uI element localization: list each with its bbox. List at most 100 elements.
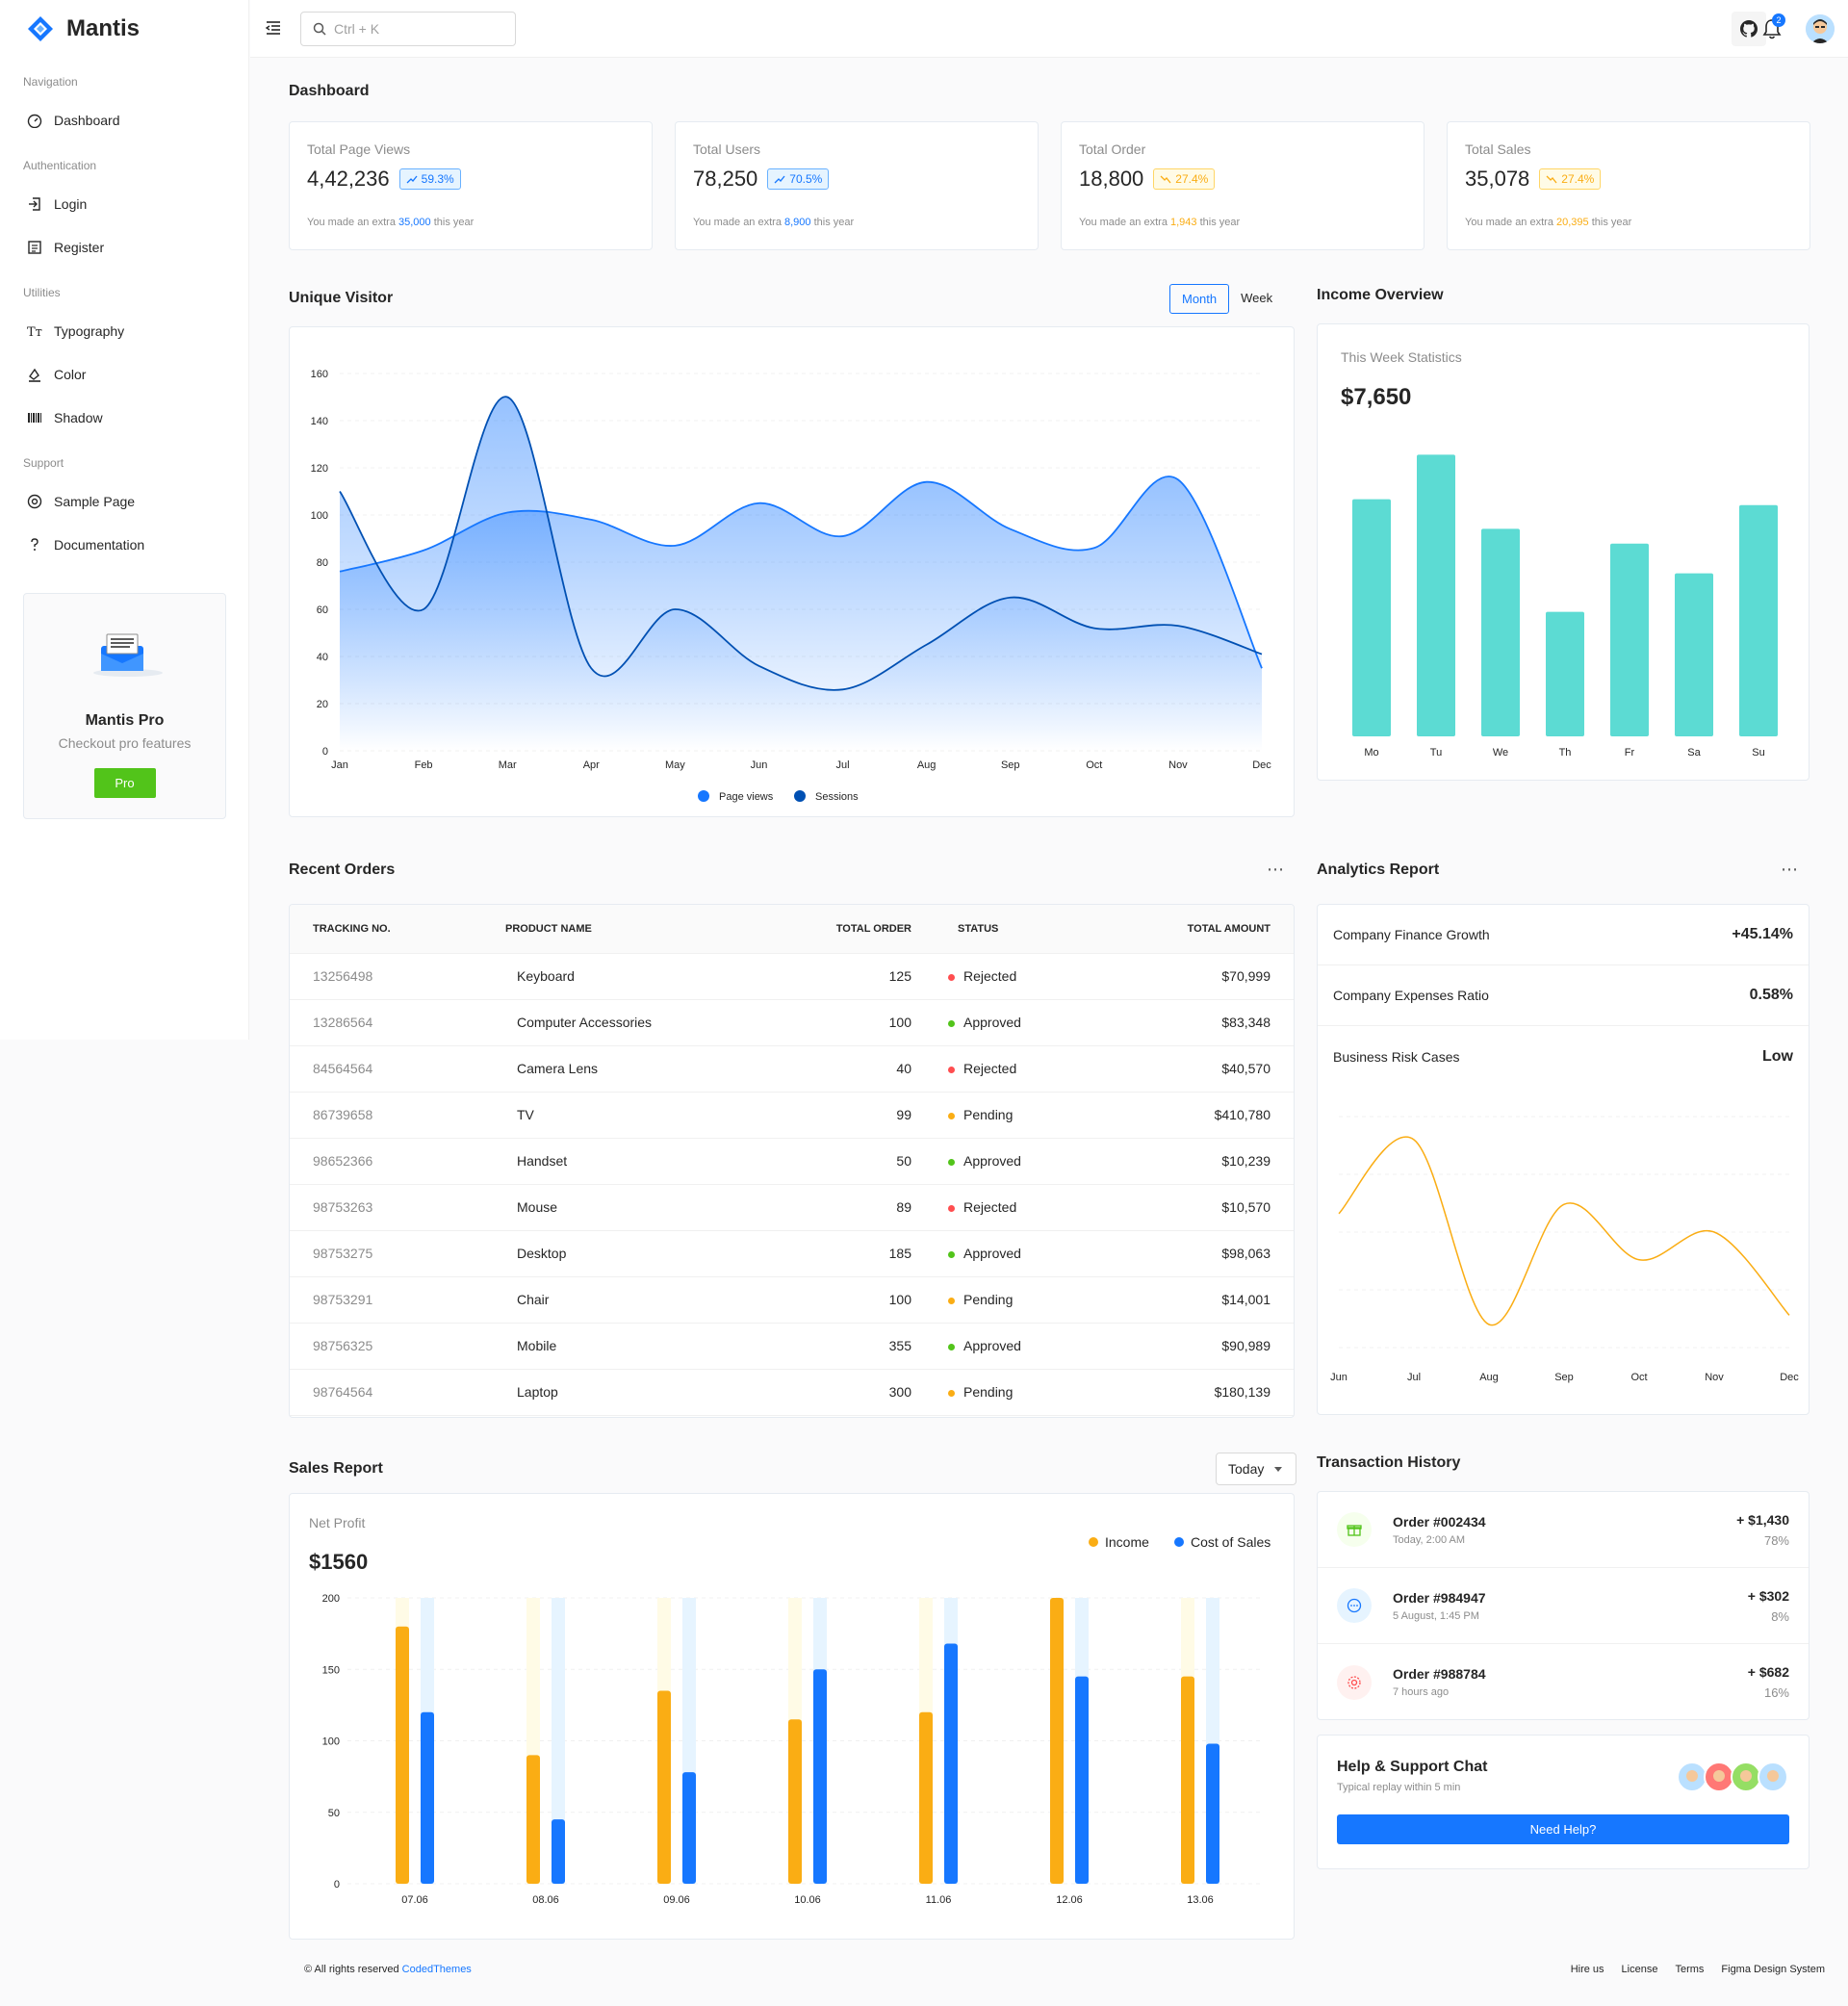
- nav-group-label: Utilities: [23, 286, 61, 299]
- analytics-more-icon[interactable]: ⋯: [1781, 860, 1799, 879]
- menu-toggle-icon[interactable]: [265, 19, 282, 37]
- sidebar-item-sample-page[interactable]: Sample Page: [0, 479, 248, 523]
- tracking-number[interactable]: 84564564: [290, 1045, 482, 1093]
- product-name: Camera Lens: [482, 1045, 771, 1093]
- transaction-history-title: Transaction History: [1317, 1454, 1461, 1471]
- login-icon: [27, 196, 42, 212]
- trend-up-icon: [774, 175, 785, 184]
- sales-bar-income: [919, 1711, 933, 1884]
- sidebar-item-shadow[interactable]: Shadow: [0, 396, 248, 439]
- table-row[interactable]: 98753291 Chair 100 Pending $14,001: [290, 1276, 1294, 1324]
- series-line-sessions: [339, 396, 1263, 691]
- tab-month[interactable]: Month: [1169, 284, 1230, 314]
- stat-card: Total Users 78,250 70.5% You made an extra …: [675, 121, 1039, 250]
- y-tick-label: 0: [334, 1879, 340, 1890]
- sidebar-item-login[interactable]: Login: [0, 182, 248, 225]
- table-row[interactable]: 98652366 Handset 50 Approved $10,239: [290, 1138, 1294, 1185]
- logo[interactable]: Mantis: [0, 0, 248, 58]
- tab-week[interactable]: Week: [1241, 291, 1273, 305]
- status-dot: [948, 973, 955, 981]
- sidebar-item-typography[interactable]: Tт Typography: [0, 309, 248, 352]
- footer-link[interactable]: Hire us: [1570, 1964, 1604, 1975]
- column-header[interactable]: PRODUCT NAME: [482, 905, 771, 954]
- column-header[interactable]: TOTAL ORDER: [771, 905, 935, 954]
- transaction-item[interactable]: Order #988784 7 hours ago + $682 16%: [1318, 1644, 1809, 1719]
- orders-more-icon[interactable]: ⋯: [1267, 860, 1285, 879]
- sales-period-select[interactable]: Today: [1216, 1453, 1296, 1485]
- sales-chart: 0 50 100 150 200 07.06 08.06 09.06 10.06 11.06 12.…: [322, 1534, 1271, 1906]
- tracking-number[interactable]: 98652366: [290, 1138, 482, 1185]
- total-amount: $70,999: [1079, 953, 1294, 1000]
- legend-label: Sessions: [815, 791, 859, 803]
- order-status: Approved: [935, 1323, 1079, 1370]
- y-tick-label: 50: [328, 1808, 340, 1819]
- sidebar-nav: Navigation Dashboard Authentication Login Re…: [0, 58, 248, 566]
- footer-link[interactable]: Terms: [1675, 1964, 1705, 1975]
- search-icon: [313, 22, 326, 36]
- status-label: Approved: [963, 1246, 1021, 1261]
- order-status: Rejected: [935, 1184, 1079, 1231]
- table-row[interactable]: 98753275 Desktop 185 Approved $98,063: [290, 1230, 1294, 1277]
- tracking-number[interactable]: 98753291: [290, 1276, 482, 1324]
- search-box[interactable]: [300, 12, 516, 46]
- tracking-number[interactable]: 98753275: [290, 1230, 482, 1277]
- tracking-number[interactable]: 98753263: [290, 1184, 482, 1231]
- footer-link[interactable]: Figma Design System: [1721, 1964, 1825, 1975]
- sidebar-item-register[interactable]: Register: [0, 225, 248, 269]
- column-header[interactable]: TOTAL AMOUNT: [1079, 905, 1294, 954]
- analytics-value: +45.14%: [1732, 926, 1793, 942]
- sidebar-item-color[interactable]: Color: [0, 352, 248, 396]
- stat-title: Total Users: [693, 141, 761, 157]
- column-header[interactable]: STATUS: [935, 905, 1079, 954]
- column-header[interactable]: TRACKING NO.: [290, 905, 482, 954]
- stat-title: Total Page Views: [307, 141, 411, 157]
- stat-note: You made an extra 8,900 this year: [693, 217, 855, 228]
- need-help-button[interactable]: Need Help?: [1337, 1814, 1789, 1844]
- tracking-number[interactable]: 13286564: [290, 999, 482, 1046]
- analytics-line: [1338, 1136, 1790, 1326]
- period-toggle: Month Week: [1169, 284, 1284, 314]
- stat-title: Total Sales: [1465, 141, 1531, 157]
- y-tick-label: 120: [311, 463, 328, 475]
- tracking-number[interactable]: 86739658: [290, 1092, 482, 1139]
- transaction-item[interactable]: Order #002434 Today, 2:00 AM + $1,430 78%: [1318, 1492, 1809, 1568]
- pro-button[interactable]: Pro: [93, 768, 156, 798]
- tracking-number[interactable]: 98756325: [290, 1323, 482, 1370]
- sales-bar-income: [1181, 1676, 1194, 1884]
- y-tick-label: 0: [322, 746, 328, 758]
- sidebar-item-dashboard[interactable]: Dashboard: [0, 98, 248, 141]
- github-button[interactable]: [1732, 12, 1766, 46]
- analytics-row[interactable]: Company Expenses Ratio 0.58%: [1318, 965, 1809, 1026]
- search-input[interactable]: [334, 21, 507, 37]
- tracking-number[interactable]: 98764564: [290, 1369, 482, 1416]
- table-row[interactable]: 98753263 Mouse 89 Rejected $10,570: [290, 1184, 1294, 1231]
- table-row[interactable]: 86739658 TV 99 Pending $410,780: [290, 1092, 1294, 1139]
- order-status: Pending: [935, 1276, 1079, 1324]
- footer-link[interactable]: License: [1621, 1964, 1658, 1975]
- product-name: Mouse: [482, 1184, 771, 1231]
- table-row[interactable]: 98764564 Laptop 300 Pending $180,139: [290, 1369, 1294, 1416]
- stat-card: Total Page Views 4,42,236 59.3% You made an…: [289, 121, 653, 250]
- table-row[interactable]: 13256498 Keyboard 125 Rejected $70,999: [290, 953, 1294, 1000]
- order-status: Pending: [935, 1092, 1079, 1139]
- total-amount: $410,780: [1079, 1092, 1294, 1139]
- product-name: Laptop: [482, 1369, 771, 1416]
- sidebar: Mantis Navigation Dashboard Authentication…: [0, 0, 249, 1040]
- x-tick-label: Apr: [583, 759, 600, 771]
- user-avatar[interactable]: [1806, 14, 1835, 43]
- codedthemes-link[interactable]: CodedThemes: [401, 1964, 472, 1975]
- y-tick-label: 100: [311, 510, 328, 522]
- analytics-row[interactable]: Business Risk Cases Low: [1318, 1026, 1809, 1087]
- analytics-row[interactable]: Company Finance Growth +45.14%: [1318, 905, 1809, 965]
- product-name: Mobile: [482, 1323, 771, 1370]
- table-row[interactable]: 84564564 Camera Lens 40 Rejected $40,570: [290, 1045, 1294, 1093]
- sidebar-item-documentation[interactable]: Documentation: [0, 523, 248, 566]
- transaction-percent: 8%: [1771, 1608, 1789, 1624]
- table-row[interactable]: 98756325 Mobile 355 Approved $90,989: [290, 1323, 1294, 1370]
- table-row[interactable]: 13286564 Computer Accessories 100 Approved $…: [290, 999, 1294, 1046]
- transaction-item[interactable]: Order #984947 5 August, 1:45 PM + $302 8%: [1318, 1568, 1809, 1644]
- x-tick-label: Aug: [917, 759, 937, 771]
- color-icon: [27, 367, 42, 382]
- orders-header-row: TRACKING NO. PRODUCT NAME TOTAL ORDER STATU…: [290, 905, 1294, 954]
- tracking-number[interactable]: 13256498: [290, 953, 482, 1000]
